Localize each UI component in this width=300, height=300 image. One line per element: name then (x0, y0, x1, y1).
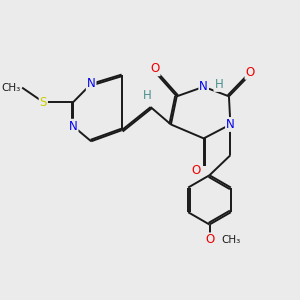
Text: N: N (69, 120, 78, 133)
Text: CH₃: CH₃ (222, 235, 241, 245)
Text: O: O (245, 66, 255, 79)
Text: O: O (205, 233, 214, 246)
Text: O: O (150, 62, 160, 75)
Text: S: S (40, 96, 47, 109)
Text: N: N (199, 80, 208, 93)
Text: H: H (143, 89, 152, 102)
Text: N: N (87, 77, 95, 90)
Text: CH₃: CH₃ (2, 82, 21, 93)
Text: H: H (214, 78, 223, 91)
Text: N: N (226, 118, 235, 131)
Text: O: O (192, 164, 201, 177)
